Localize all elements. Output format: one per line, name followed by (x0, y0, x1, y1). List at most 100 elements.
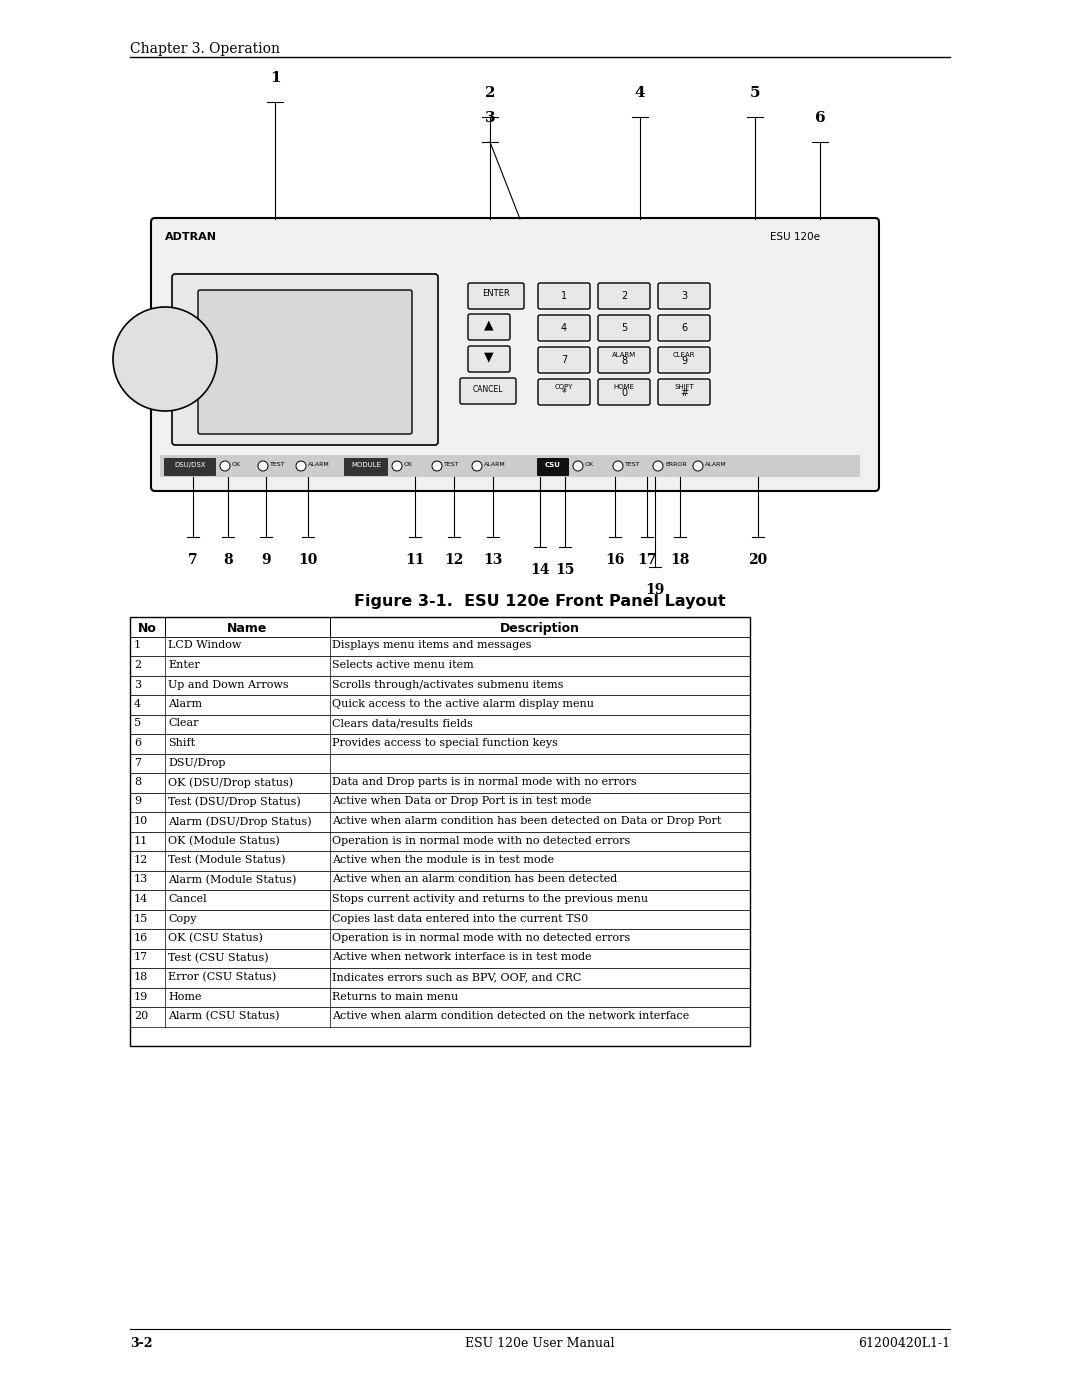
Circle shape (613, 461, 623, 471)
Text: 4: 4 (635, 87, 646, 101)
FancyBboxPatch shape (658, 284, 710, 309)
Text: 1: 1 (561, 291, 567, 300)
FancyBboxPatch shape (598, 314, 650, 341)
Text: 7: 7 (561, 355, 567, 365)
Text: CLEAR: CLEAR (673, 352, 696, 358)
Text: 3: 3 (134, 679, 141, 690)
Text: ALARM: ALARM (612, 352, 636, 358)
Text: Alarm (CSU Status): Alarm (CSU Status) (168, 1011, 280, 1021)
FancyBboxPatch shape (537, 458, 569, 476)
Text: 1: 1 (270, 71, 281, 85)
Text: 18: 18 (671, 553, 690, 567)
Bar (130, 753, 750, 773)
FancyBboxPatch shape (658, 314, 710, 341)
Text: 3: 3 (680, 291, 687, 300)
Bar (130, 949, 750, 968)
Bar (130, 929, 750, 949)
Bar (130, 676, 750, 694)
Bar (130, 694, 750, 714)
Text: 5: 5 (134, 718, 141, 728)
Bar (130, 733, 750, 753)
Text: Error (CSU Status): Error (CSU Status) (168, 972, 276, 982)
Text: 1: 1 (134, 640, 141, 651)
Circle shape (573, 461, 583, 471)
Text: Home: Home (168, 992, 202, 1002)
Text: 4: 4 (134, 698, 141, 710)
Text: 17: 17 (134, 953, 148, 963)
Bar (130, 773, 750, 792)
Text: 17: 17 (637, 553, 657, 567)
Text: 11: 11 (405, 553, 424, 567)
Text: Active when the module is in test mode: Active when the module is in test mode (332, 855, 554, 865)
Bar (130, 617, 750, 637)
Text: 13: 13 (484, 553, 502, 567)
Text: 20: 20 (748, 553, 768, 567)
Text: 9: 9 (261, 553, 271, 567)
Text: ENTER: ENTER (482, 289, 510, 299)
Text: 10: 10 (298, 553, 318, 567)
Text: Active when alarm condition detected on the network interface: Active when alarm condition detected on … (332, 1011, 689, 1021)
FancyBboxPatch shape (460, 379, 516, 404)
Text: 15: 15 (555, 563, 575, 577)
Circle shape (113, 307, 217, 411)
Text: Cancel: Cancel (168, 894, 206, 904)
Text: 16: 16 (134, 933, 148, 943)
Bar (130, 1007, 750, 1027)
Text: 6: 6 (680, 323, 687, 332)
Text: 19: 19 (646, 583, 664, 597)
Bar (130, 637, 750, 657)
Text: SHIFT: SHIFT (674, 384, 693, 390)
Text: Copy: Copy (168, 914, 197, 923)
Text: DSU/DSX: DSU/DSX (174, 462, 206, 468)
Text: 12: 12 (444, 553, 463, 567)
Text: 19: 19 (134, 992, 148, 1002)
Text: Active when network interface is in test mode: Active when network interface is in test… (332, 953, 592, 963)
Text: OK (DSU/Drop status): OK (DSU/Drop status) (168, 777, 293, 788)
Text: ESU 120e User Manual: ESU 120e User Manual (465, 1337, 615, 1350)
Text: Provides access to special function keys: Provides access to special function keys (332, 738, 558, 747)
Text: 5: 5 (750, 87, 760, 101)
Text: *: * (562, 388, 566, 398)
Text: Enter: Enter (168, 659, 200, 671)
Text: Scrolls through/activates submenu items: Scrolls through/activates submenu items (332, 679, 564, 690)
Text: 6: 6 (134, 738, 141, 747)
Text: 3-2: 3-2 (130, 1337, 152, 1350)
Bar (130, 851, 750, 870)
Text: MODULE: MODULE (351, 462, 381, 468)
Text: 9: 9 (680, 356, 687, 366)
Text: ESU 120e: ESU 120e (770, 232, 820, 242)
Text: ▲: ▲ (484, 319, 494, 331)
FancyBboxPatch shape (345, 458, 388, 476)
Circle shape (220, 461, 230, 471)
Text: 4: 4 (561, 323, 567, 332)
FancyBboxPatch shape (164, 458, 216, 476)
Bar (130, 909, 750, 929)
Text: 2: 2 (621, 291, 627, 300)
Bar (130, 890, 750, 909)
Text: 5: 5 (621, 323, 627, 332)
FancyBboxPatch shape (598, 346, 650, 373)
Text: OK: OK (404, 462, 414, 468)
Text: Operation is in normal mode with no detected errors: Operation is in normal mode with no dete… (332, 835, 631, 845)
Text: 7: 7 (134, 757, 141, 767)
Text: Active when alarm condition has been detected on Data or Drop Port: Active when alarm condition has been det… (332, 816, 721, 826)
Text: TEST: TEST (270, 462, 285, 468)
Text: Name: Name (227, 622, 267, 636)
Text: Test (DSU/Drop Status): Test (DSU/Drop Status) (168, 796, 300, 807)
Text: Up and Down Arrows: Up and Down Arrows (168, 679, 288, 690)
Text: Figure 3-1.  ESU 120e Front Panel Layout: Figure 3-1. ESU 120e Front Panel Layout (354, 594, 726, 609)
FancyBboxPatch shape (468, 346, 510, 372)
Text: 14: 14 (134, 894, 148, 904)
FancyBboxPatch shape (598, 284, 650, 309)
Text: ALARM: ALARM (484, 462, 505, 468)
FancyBboxPatch shape (538, 346, 590, 373)
Text: Quick access to the active alarm display menu: Quick access to the active alarm display… (332, 698, 594, 710)
Bar (130, 792, 750, 812)
Bar (130, 812, 750, 831)
FancyBboxPatch shape (198, 291, 411, 434)
Text: Test (Module Status): Test (Module Status) (168, 855, 285, 865)
Text: OK (Module Status): OK (Module Status) (168, 835, 280, 845)
Circle shape (296, 461, 306, 471)
Bar (130, 657, 750, 676)
Text: 2: 2 (134, 659, 141, 671)
